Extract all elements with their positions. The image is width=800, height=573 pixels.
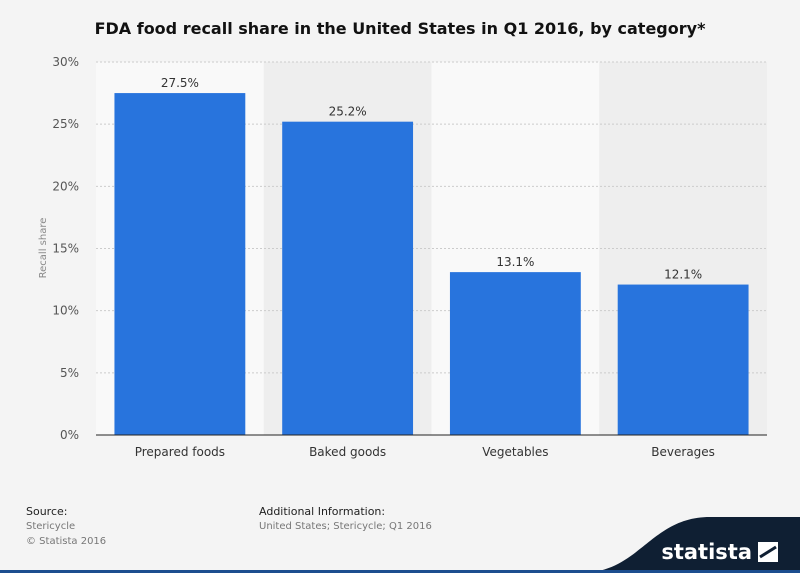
y-tick-label: 20% <box>52 179 79 193</box>
y-tick-label: 0% <box>60 428 79 442</box>
statista-logo-icon <box>758 542 778 562</box>
additional-info-block: Additional Information: United States; S… <box>259 504 432 534</box>
bar-baked-goods <box>282 121 414 436</box>
data-label: 25.2% <box>329 105 367 119</box>
y-tick-label: 5% <box>60 366 79 380</box>
data-label: 12.1% <box>664 268 702 282</box>
x-tick-label: Vegetables <box>482 445 548 459</box>
copyright-line: © Statista 2016 <box>26 536 107 547</box>
bar-chart: 27.5% 25.2% 13.1% 12.1% 0% 5% 10% 15% 20% 25% 30%… <box>38 55 767 459</box>
y-tick-label: 15% <box>52 242 79 256</box>
y-tick-label: 10% <box>52 304 79 318</box>
bottom-stripe <box>0 570 800 573</box>
bar-beverages <box>617 284 749 435</box>
y-tick-label: 30% <box>52 55 79 69</box>
additional-info-text: United States; Stericycle; Q1 2016 <box>259 521 432 532</box>
source-line: Stericycle <box>26 521 76 532</box>
x-tick-label: Baked goods <box>309 445 386 459</box>
y-axis-title: Recall share <box>38 218 49 279</box>
data-label: 27.5% <box>161 76 199 90</box>
x-tick-label: Beverages <box>651 445 715 459</box>
y-tick-label: 25% <box>52 117 79 131</box>
additional-info-heading: Additional Information: <box>259 505 386 518</box>
data-label: 13.1% <box>496 255 534 269</box>
chart-title: FDA food recall share in the United Stat… <box>94 19 706 38</box>
bar-prepared-foods <box>114 93 246 435</box>
x-tick-label: Prepared foods <box>135 445 225 459</box>
source-heading: Source: <box>26 505 68 518</box>
brand-shape <box>580 517 800 573</box>
brand-name: statista <box>661 540 752 564</box>
statista-logo[interactable]: statista <box>661 540 778 564</box>
bar-vegetables <box>449 272 581 435</box>
brand-area: statista <box>580 503 800 573</box>
source-block: Source: Stericycle © Statista 2016 <box>26 504 106 549</box>
